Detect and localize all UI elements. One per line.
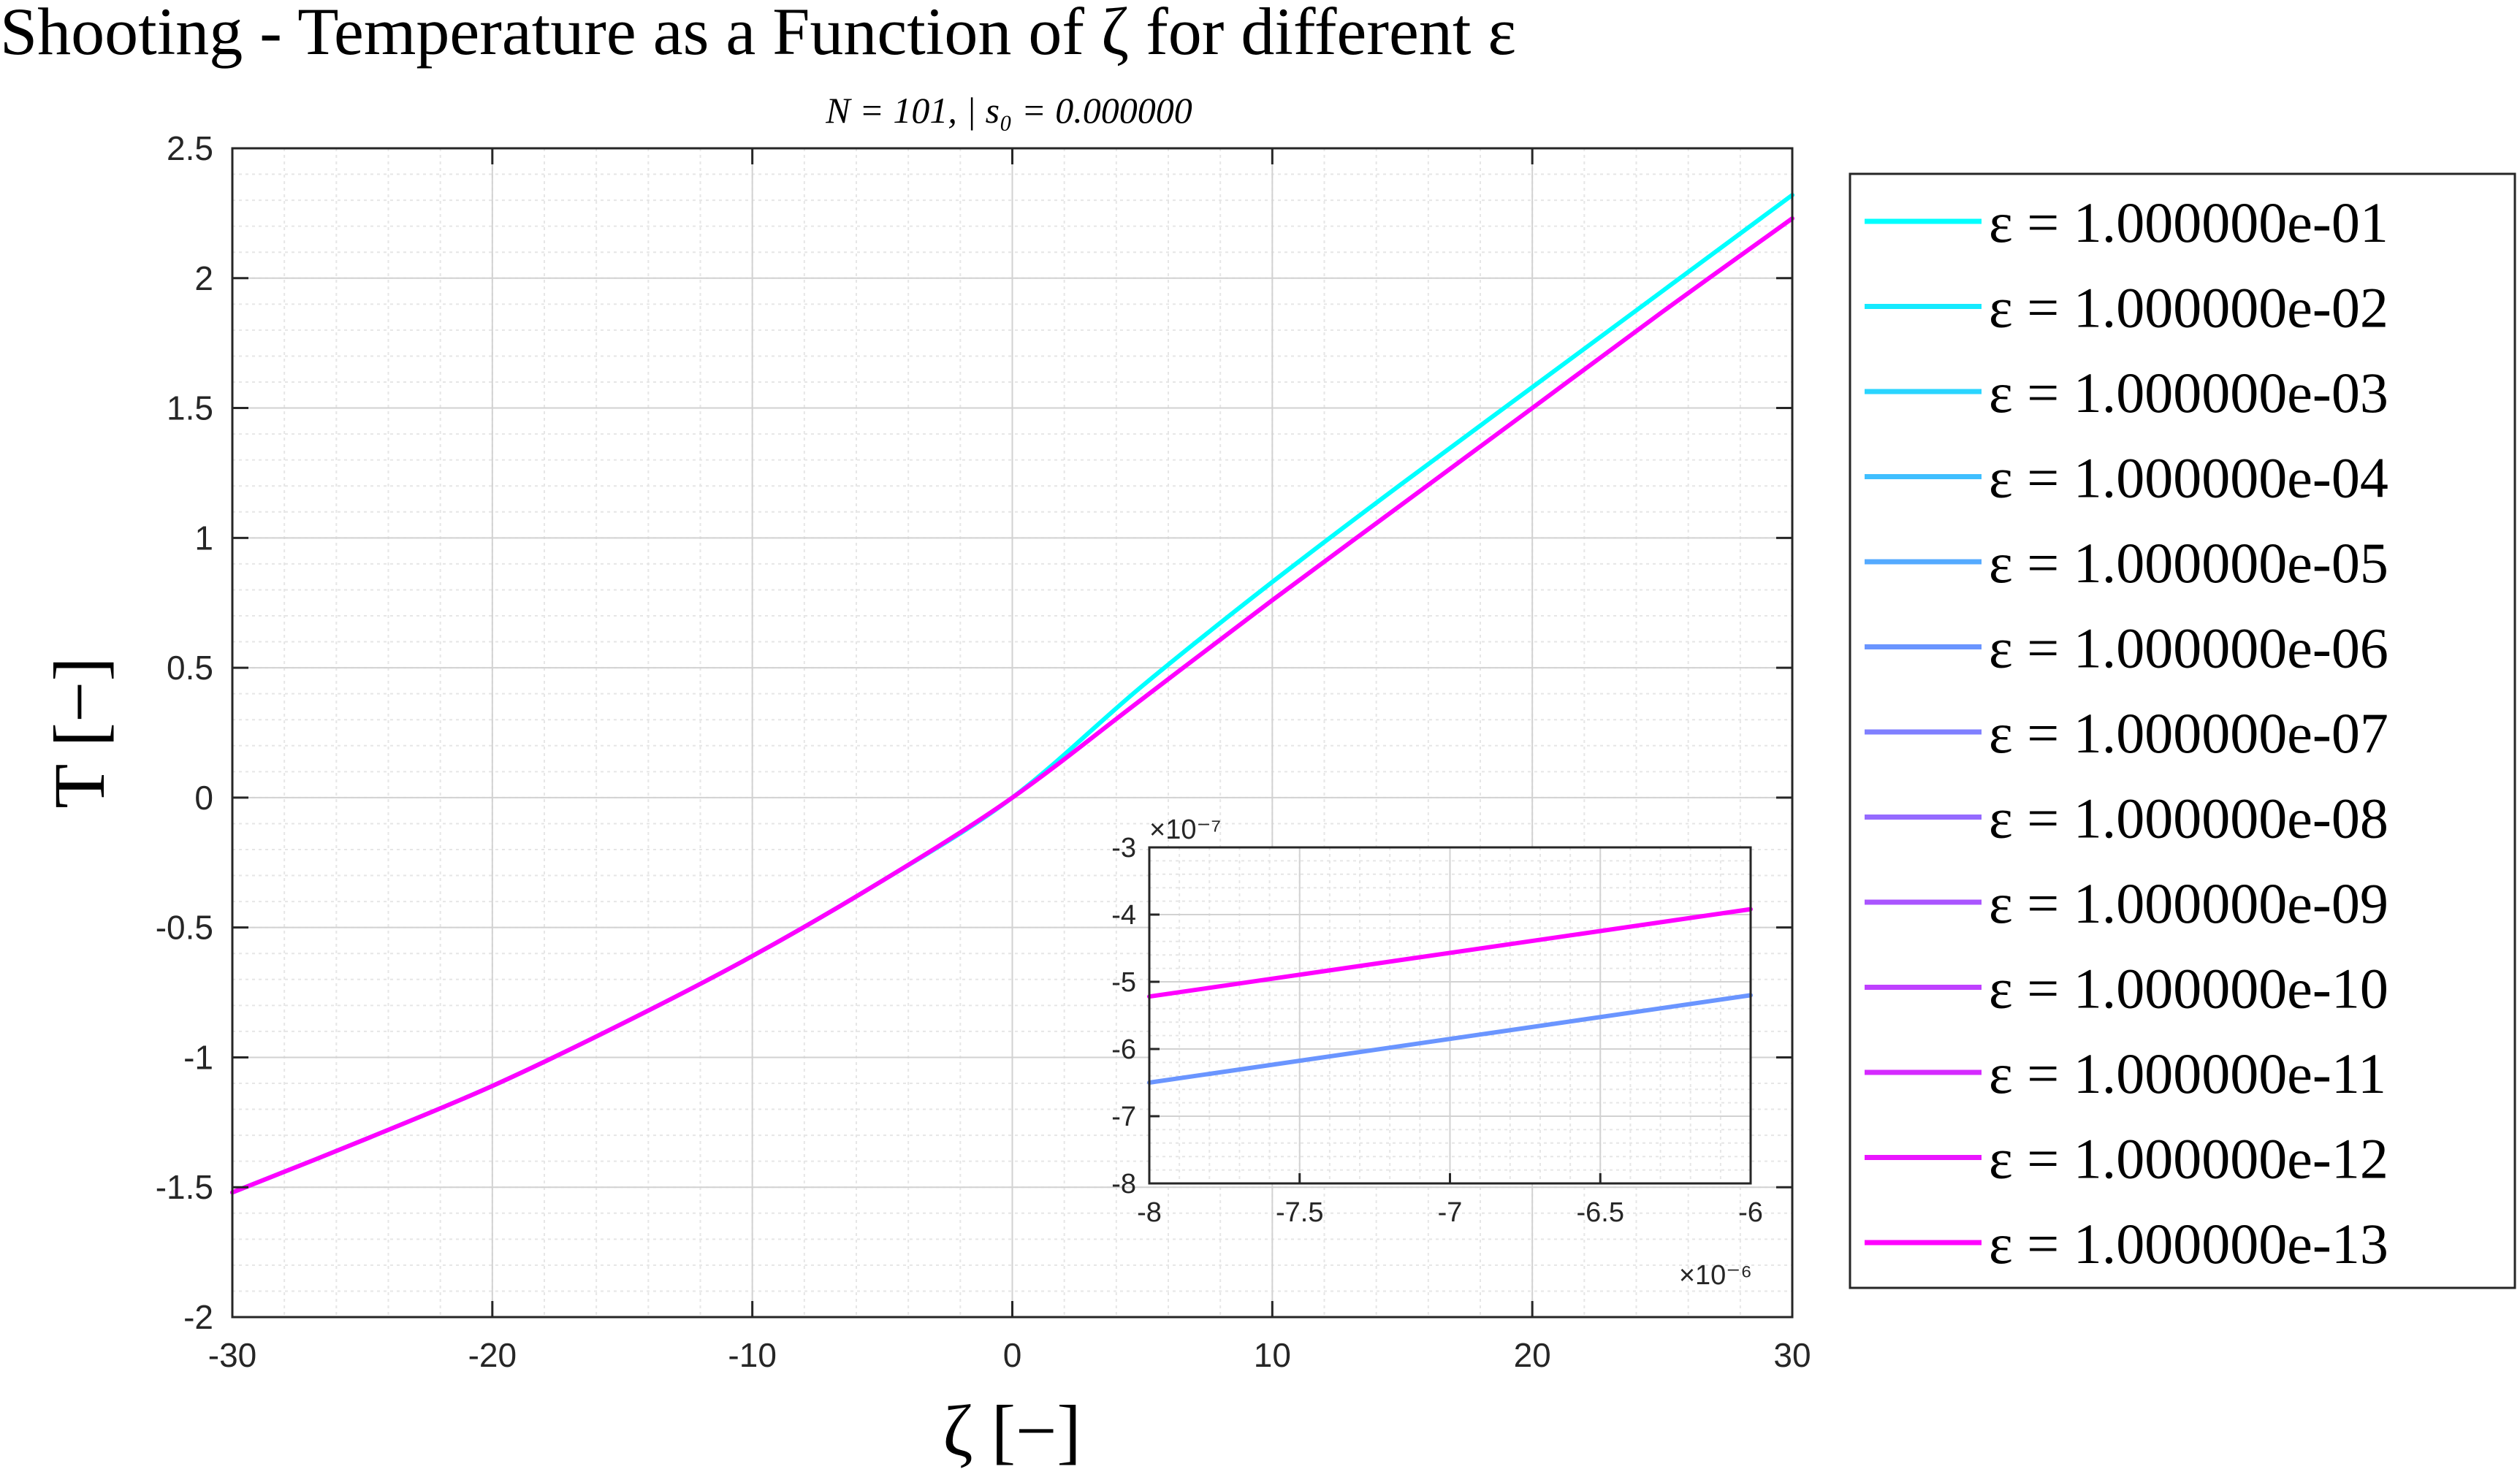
legend-item: ε = 1.000000e-13 bbox=[1865, 1212, 2388, 1275]
y-tick-label: 0.5 bbox=[167, 649, 213, 687]
legend-item: ε = 1.000000e-02 bbox=[1865, 276, 2388, 340]
legend-item: ε = 1.000000e-08 bbox=[1865, 787, 2388, 850]
inset-y-tick-label: -3 bbox=[1111, 833, 1136, 863]
y-tick-labels: -2 -1.5 -1 -0.5 0 0.5 1 1.5 2 2.5 bbox=[156, 129, 1792, 1336]
x-tick-labels: -30 -20 -10 0 10 20 30 bbox=[208, 148, 1811, 1374]
legend-item: ε = 1.000000e-07 bbox=[1865, 701, 2388, 765]
inset-series-line-1 bbox=[1147, 907, 1753, 999]
x-axis-label: ζ [−] bbox=[943, 1390, 1081, 1471]
y-tick-label: 1.5 bbox=[167, 389, 213, 427]
main-plot: -30 -20 -10 0 10 20 30 -2 -1.5 -1 -0.5 0 0.5 1 1.5 2 2.… bbox=[156, 129, 1811, 1374]
legend-item: ε = 1.000000e-12 bbox=[1865, 1127, 2388, 1191]
legend-label: ε = 1.000000e-05 bbox=[1989, 531, 2388, 595]
y-tick-label: 2.5 bbox=[167, 129, 213, 167]
legend-item: ε = 1.000000e-11 bbox=[1865, 1042, 2386, 1105]
legend-label: ε = 1.000000e-01 bbox=[1989, 191, 2388, 254]
inset-x-tick-label: -6.5 bbox=[1577, 1197, 1624, 1228]
legend-item: ε = 1.000000e-10 bbox=[1865, 957, 2388, 1021]
inset-x-multiplier: ×10⁻⁶ bbox=[1679, 1260, 1752, 1291]
y-tick-label: -1 bbox=[183, 1038, 213, 1076]
inset-series-line-2 bbox=[1147, 993, 1753, 1085]
legend-item: ε = 1.000000e-03 bbox=[1865, 361, 2388, 424]
legend-label: ε = 1.000000e-09 bbox=[1989, 871, 2388, 935]
legend-items: ε = 1.000000e-01 ε = 1.000000e-02 ε = 1.00… bbox=[1865, 191, 2388, 1275]
inset-x-tick-label: -7.5 bbox=[1276, 1197, 1323, 1228]
x-tick-label: -20 bbox=[468, 1336, 517, 1374]
legend: ε = 1.000000e-01 ε = 1.000000e-02 ε = 1.00… bbox=[1849, 172, 2516, 1289]
legend-label: ε = 1.000000e-07 bbox=[1989, 701, 2388, 765]
x-tick-label: 10 bbox=[1254, 1336, 1291, 1374]
y-tick-label: -2 bbox=[183, 1298, 213, 1336]
y-tick-label: 0 bbox=[194, 779, 213, 817]
y-tick-label: 2 bbox=[194, 259, 213, 297]
inset-x-tick-label: -8 bbox=[1137, 1197, 1162, 1228]
inset-y-tick-label: -4 bbox=[1111, 900, 1136, 931]
legend-label: ε = 1.000000e-10 bbox=[1989, 957, 2388, 1021]
legend-label: ε = 1.000000e-08 bbox=[1989, 787, 2388, 850]
inset-y-tick-label: -8 bbox=[1111, 1169, 1136, 1199]
inset-x-tick-labels: -8 -7.5 -7 -6.5 -6 bbox=[1137, 1173, 1763, 1228]
legend-label: ε = 1.000000e-11 bbox=[1989, 1042, 2386, 1105]
inset-plot: -8 -7.5 -7 -6.5 -6 -8 -7 -6 -5 -4 -3 ×10⁻⁷ ×10⁻⁶ bbox=[1111, 815, 1763, 1291]
y-tick-label: -1.5 bbox=[156, 1168, 213, 1206]
inset-x-tick-label: -6 bbox=[1738, 1197, 1763, 1228]
x-tick-label: -30 bbox=[208, 1336, 256, 1374]
legend-label: ε = 1.000000e-02 bbox=[1989, 276, 2388, 340]
legend-item: ε = 1.000000e-04 bbox=[1865, 446, 2388, 510]
main-curves bbox=[230, 193, 1794, 1195]
x-tick-label: 0 bbox=[1003, 1336, 1022, 1374]
y-tick-label: -0.5 bbox=[156, 909, 213, 947]
inset-y-multiplier: ×10⁻⁷ bbox=[1149, 815, 1221, 845]
x-tick-label: 30 bbox=[1773, 1336, 1811, 1374]
inset-y-tick-labels: -8 -7 -6 -5 -4 -3 bbox=[1111, 833, 1160, 1199]
legend-label: ε = 1.000000e-03 bbox=[1989, 361, 2388, 424]
inset-y-tick-label: -5 bbox=[1111, 967, 1136, 998]
x-tick-label: -10 bbox=[728, 1336, 776, 1374]
x-tick-label: 20 bbox=[1514, 1336, 1551, 1374]
inset-x-tick-label: -7 bbox=[1438, 1197, 1463, 1228]
legend-label: ε = 1.000000e-13 bbox=[1989, 1212, 2388, 1275]
legend-item: ε = 1.000000e-09 bbox=[1865, 871, 2388, 935]
legend-label: ε = 1.000000e-12 bbox=[1989, 1127, 2388, 1191]
legend-label: ε = 1.000000e-04 bbox=[1989, 446, 2388, 510]
chart-subtitle: N = 101, | s₀ = 0.000000 bbox=[825, 90, 1192, 131]
y-tick-label: 1 bbox=[194, 519, 213, 557]
inset-y-tick-label: -6 bbox=[1111, 1034, 1136, 1065]
legend-label: ε = 1.000000e-06 bbox=[1989, 617, 2388, 680]
legend-item: ε = 1.000000e-01 bbox=[1865, 191, 2388, 254]
inset-curves bbox=[1147, 907, 1753, 1085]
chart-title: Shooting - Temperature as a Function of … bbox=[0, 0, 1516, 69]
y-axis-label: T [−] bbox=[39, 657, 120, 808]
series-line-magenta bbox=[230, 216, 1794, 1195]
legend-item: ε = 1.000000e-06 bbox=[1865, 617, 2388, 680]
legend-item: ε = 1.000000e-05 bbox=[1865, 531, 2388, 595]
inset-y-tick-label: -7 bbox=[1111, 1102, 1136, 1132]
